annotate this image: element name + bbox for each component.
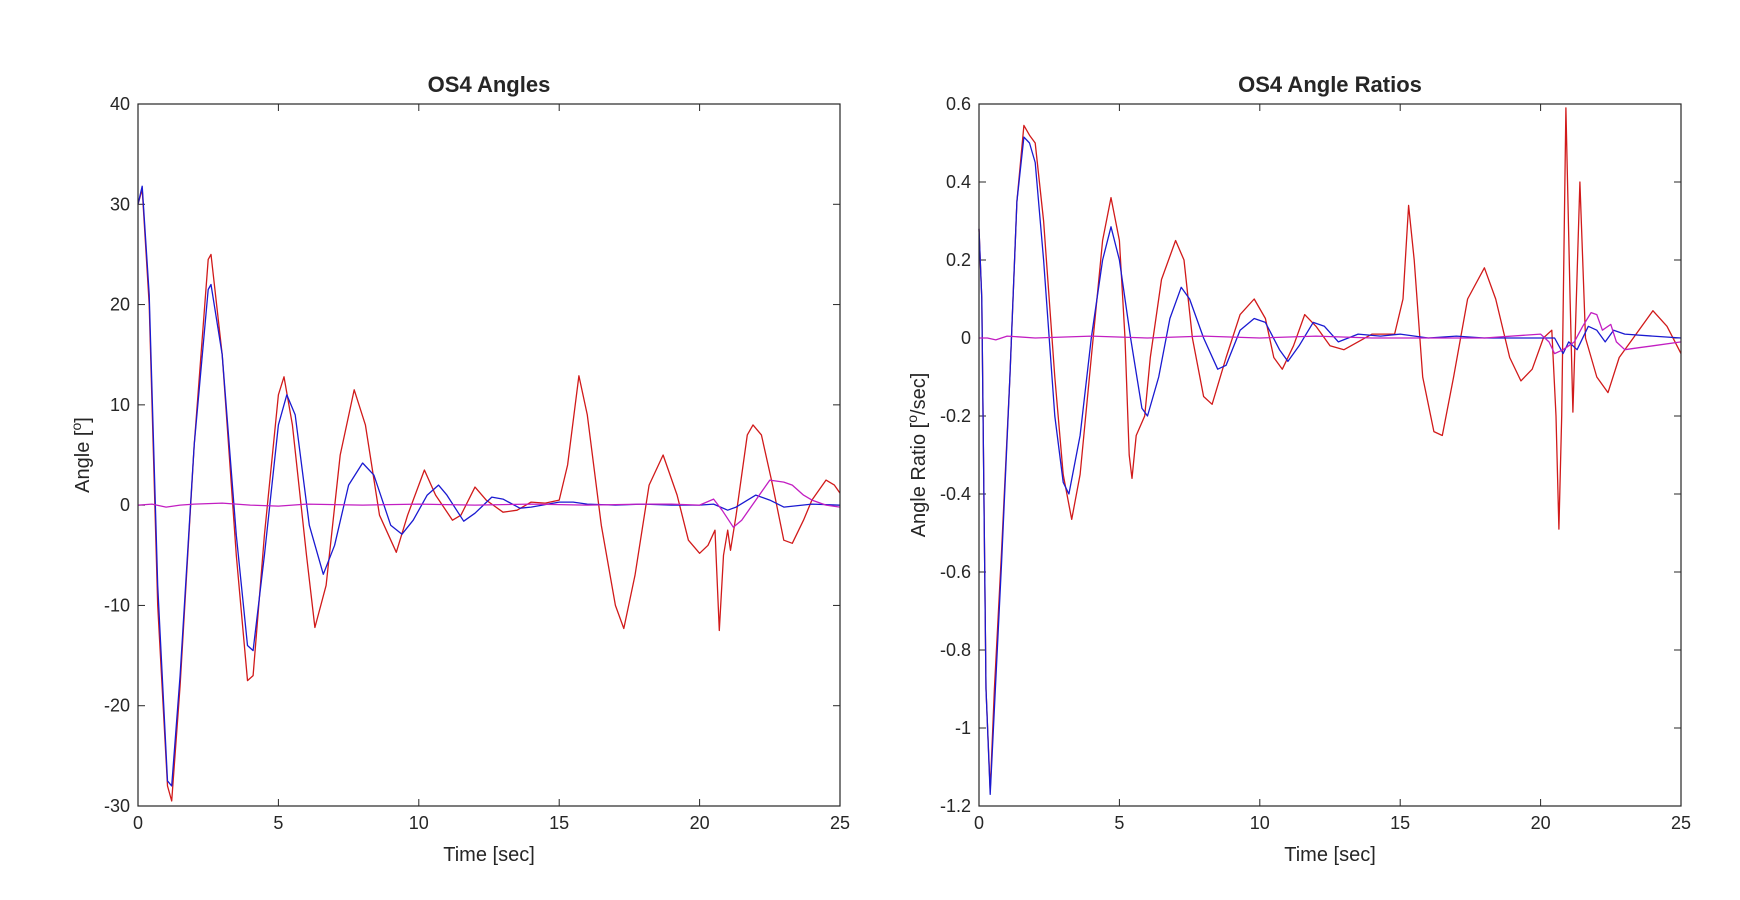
- y-tick-label: -0.6: [940, 562, 971, 582]
- x-axis-label: Time [sec]: [1284, 844, 1376, 866]
- y-tick-label: -30: [104, 796, 130, 816]
- x-tick-label: 20: [690, 813, 710, 833]
- y-tick-label: 0.4: [946, 172, 971, 192]
- chart-title: OS4 Angle Ratios: [1238, 72, 1422, 97]
- y-tick-label: -20: [104, 696, 130, 716]
- x-tick-label: 5: [273, 813, 283, 833]
- plot-lines: [978, 107, 1682, 795]
- plot-lines: [137, 185, 841, 802]
- series-line-3: [137, 479, 841, 528]
- series-line-3: [979, 311, 1682, 355]
- x-tick-label: 0: [133, 813, 143, 833]
- x-tick-label: 20: [1531, 813, 1551, 833]
- y-tick-label: -0.8: [940, 640, 971, 660]
- y-tick-label: 0: [120, 495, 130, 515]
- x-tick-label: 10: [1250, 813, 1270, 833]
- y-tick-label: 20: [110, 295, 130, 315]
- x-tick-label: 15: [1390, 813, 1410, 833]
- x-tick-label: 0: [974, 813, 984, 833]
- series-line-1: [978, 107, 1682, 792]
- angles-chart: OS4 Angles Time [sec] Angle [o] 0 5 10 15 20…: [68, 72, 850, 866]
- y-tick-label: 0.2: [946, 250, 971, 270]
- axes-box: [137, 103, 841, 807]
- x-tick-label: 25: [830, 813, 850, 833]
- angle-ratios-chart: OS4 Angle Ratios Time [sec] Angle Ratio …: [904, 72, 1691, 866]
- y-tick-label: -1: [955, 718, 971, 738]
- x-tick-label: 15: [549, 813, 569, 833]
- y-tick-label: -0.4: [940, 484, 971, 504]
- y-tick-label: -1.2: [940, 796, 971, 816]
- y-tick-label: 0: [961, 328, 971, 348]
- x-tick-label: 10: [409, 813, 429, 833]
- y-axis-label: Angle [o]: [68, 417, 94, 493]
- y-tick-label: 40: [110, 94, 130, 114]
- y-tick-label: 10: [110, 395, 130, 415]
- axes-box: [978, 103, 1682, 807]
- x-tick-label: 25: [1671, 813, 1691, 833]
- chart-title: OS4 Angles: [428, 72, 551, 97]
- y-tick-label: -0.2: [940, 406, 971, 426]
- series-line-2: [978, 136, 1682, 795]
- y-tick-label: -10: [104, 595, 130, 615]
- x-axis-label: Time [sec]: [443, 844, 535, 866]
- y-tick-label: 30: [110, 194, 130, 214]
- y-axis-label: Angle Ratio [o/sec]: [904, 373, 930, 538]
- x-tick-label: 5: [1114, 813, 1124, 833]
- y-tick-label: 0.6: [946, 94, 971, 114]
- series-line-1: [137, 188, 841, 802]
